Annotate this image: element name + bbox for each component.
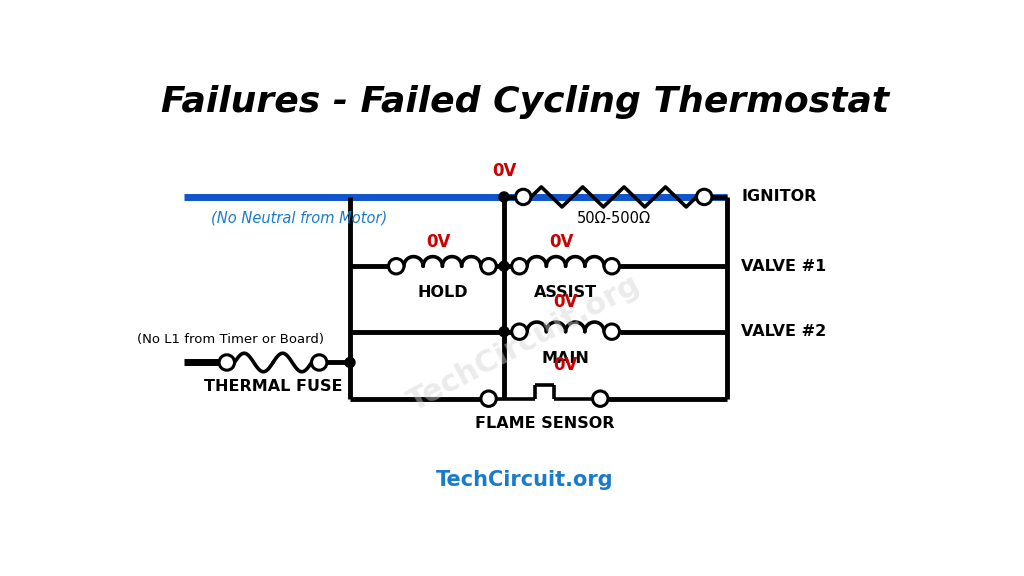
Text: Failures - Failed Cycling Thermostat: Failures - Failed Cycling Thermostat xyxy=(161,85,889,119)
Circle shape xyxy=(512,324,527,339)
Text: 0V: 0V xyxy=(550,233,573,251)
Text: 0V: 0V xyxy=(426,233,451,251)
Circle shape xyxy=(219,355,234,370)
Circle shape xyxy=(499,262,509,271)
Text: ASSIST: ASSIST xyxy=(535,286,597,301)
Text: 0V: 0V xyxy=(553,293,578,311)
Text: VALVE #2: VALVE #2 xyxy=(741,324,826,339)
Circle shape xyxy=(345,358,355,367)
Circle shape xyxy=(515,190,531,204)
Text: 0V: 0V xyxy=(553,356,578,374)
Text: 0V: 0V xyxy=(492,162,516,180)
Text: IGNITOR: IGNITOR xyxy=(741,190,816,204)
Circle shape xyxy=(604,324,620,339)
Text: HOLD: HOLD xyxy=(417,286,468,301)
Circle shape xyxy=(512,259,527,274)
Circle shape xyxy=(604,259,620,274)
Text: THERMAL FUSE: THERMAL FUSE xyxy=(204,380,342,395)
Text: (No Neutral from Motor): (No Neutral from Motor) xyxy=(211,211,388,226)
Text: VALVE #1: VALVE #1 xyxy=(741,259,826,274)
Circle shape xyxy=(499,192,509,202)
Circle shape xyxy=(481,391,497,407)
Circle shape xyxy=(481,259,497,274)
Text: TechCircuit.org: TechCircuit.org xyxy=(403,270,646,417)
Text: FLAME SENSOR: FLAME SENSOR xyxy=(475,416,614,431)
Text: (No L1 from Timer or Board): (No L1 from Timer or Board) xyxy=(137,332,324,346)
Text: MAIN: MAIN xyxy=(542,351,590,366)
Text: 50Ω-500Ω: 50Ω-500Ω xyxy=(577,211,650,226)
Circle shape xyxy=(593,391,608,407)
Circle shape xyxy=(388,259,403,274)
Circle shape xyxy=(499,327,509,337)
Circle shape xyxy=(311,355,327,370)
Text: TechCircuit.org: TechCircuit.org xyxy=(436,470,613,490)
Circle shape xyxy=(696,190,712,204)
